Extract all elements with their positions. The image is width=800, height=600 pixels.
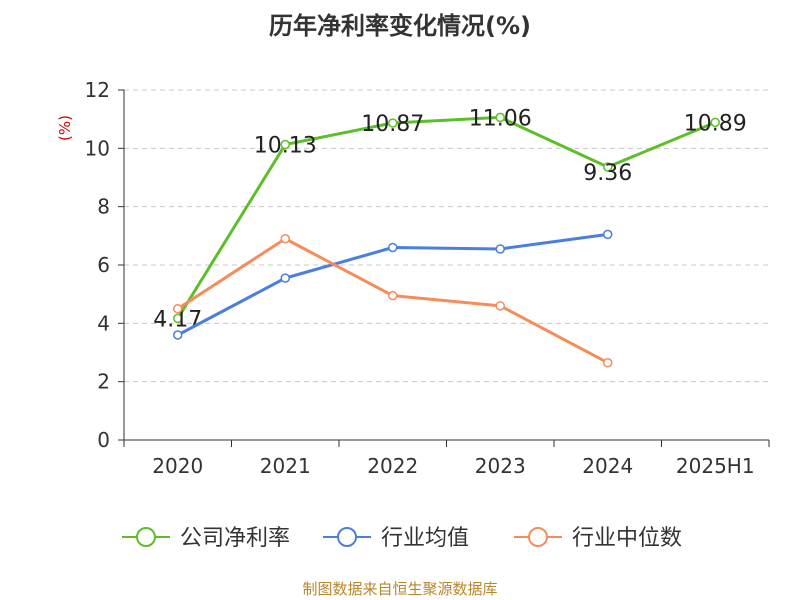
legend-label: 行业均值 bbox=[381, 526, 469, 551]
x-tick-label: 2024 bbox=[582, 454, 633, 478]
data-point bbox=[173, 313, 183, 324]
data-label: 10.13 bbox=[254, 134, 317, 159]
data-point bbox=[280, 234, 290, 244]
data-point bbox=[280, 139, 290, 150]
data-point bbox=[388, 290, 398, 301]
data-point bbox=[388, 242, 398, 253]
x-tick-label: 2020 bbox=[152, 454, 203, 478]
y-tick-label: 4 bbox=[97, 311, 110, 335]
y-tick-label: 10 bbox=[85, 136, 110, 160]
data-point bbox=[603, 229, 613, 240]
legend-label: 公司净利率 bbox=[180, 526, 290, 551]
data-point bbox=[388, 118, 398, 128]
y-tick-label: 6 bbox=[97, 253, 110, 277]
data-point bbox=[173, 330, 183, 340]
x-tick-label: 2023 bbox=[475, 454, 526, 478]
x-tick-label: 2025H1 bbox=[676, 454, 755, 478]
data-point bbox=[495, 244, 505, 254]
y-axis-label: (%) bbox=[56, 115, 74, 141]
y-tick-label: 0 bbox=[97, 428, 110, 452]
data-point bbox=[280, 273, 290, 283]
data-label: 9.36 bbox=[583, 161, 632, 186]
data-label: 10.87 bbox=[361, 112, 424, 137]
data-label: 10.89 bbox=[684, 111, 747, 136]
data-label: 11.06 bbox=[469, 106, 532, 131]
data-point bbox=[495, 301, 505, 311]
y-tick-label: 8 bbox=[97, 195, 110, 219]
source-note: 制图数据来自恒生聚源数据库 bbox=[302, 580, 498, 598]
data-point bbox=[603, 162, 613, 172]
chart-title: 历年净利率变化情况(%) bbox=[269, 12, 531, 40]
legend-marker bbox=[337, 527, 357, 547]
legend-label: 行业中位数 bbox=[572, 526, 682, 551]
data-point bbox=[710, 117, 720, 128]
data-point bbox=[495, 112, 505, 123]
x-tick-label: 2022 bbox=[367, 454, 418, 478]
y-tick-label: 2 bbox=[97, 370, 110, 394]
y-tick-label: 12 bbox=[85, 78, 110, 102]
legend-marker bbox=[136, 527, 156, 547]
series-line bbox=[176, 115, 716, 320]
data-point bbox=[173, 304, 183, 314]
x-tick-label: 2021 bbox=[260, 454, 311, 478]
legend-marker bbox=[528, 527, 548, 547]
data-point bbox=[603, 357, 613, 368]
